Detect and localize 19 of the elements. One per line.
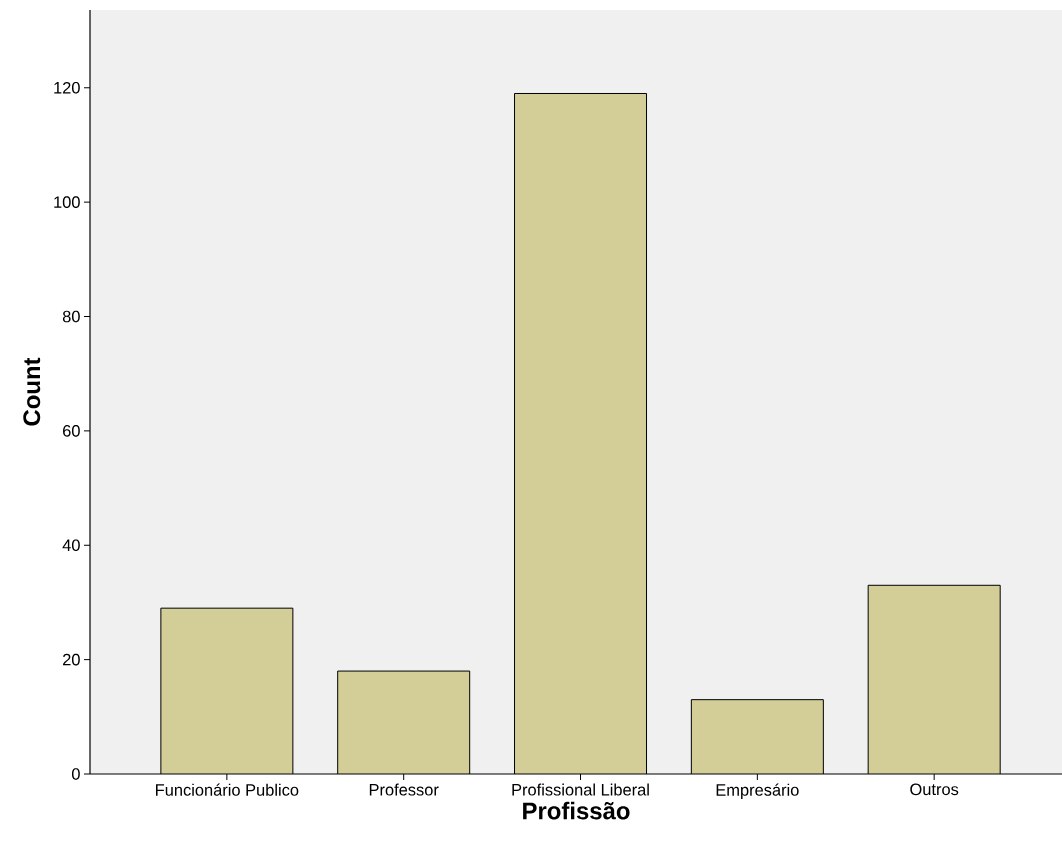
bar (337, 671, 470, 774)
x-axis-title: Profissão (523, 801, 630, 820)
y-tick-label: 80 (62, 310, 80, 323)
y-tick-label: 100 (54, 196, 80, 208)
x-tick-label: Outros (910, 783, 959, 796)
x-tick-label: Empresário (716, 783, 799, 800)
x-tick-label: Profissional Liberal (512, 783, 649, 796)
y-tick-label: 40 (62, 539, 80, 552)
bar (160, 608, 293, 774)
bar (867, 584, 1001, 774)
bar (691, 699, 824, 774)
x-tick-label: Professor (369, 783, 439, 796)
y-tick-label: 0 (71, 768, 80, 780)
y-axis-title: Count (23, 357, 41, 426)
y-tick-label: 60 (63, 425, 80, 437)
y-tick-label: 120 (54, 81, 80, 94)
y-tick-label: 20 (63, 653, 80, 666)
bar (514, 93, 647, 774)
x-tick-label: Funcionário Publico (156, 783, 299, 796)
